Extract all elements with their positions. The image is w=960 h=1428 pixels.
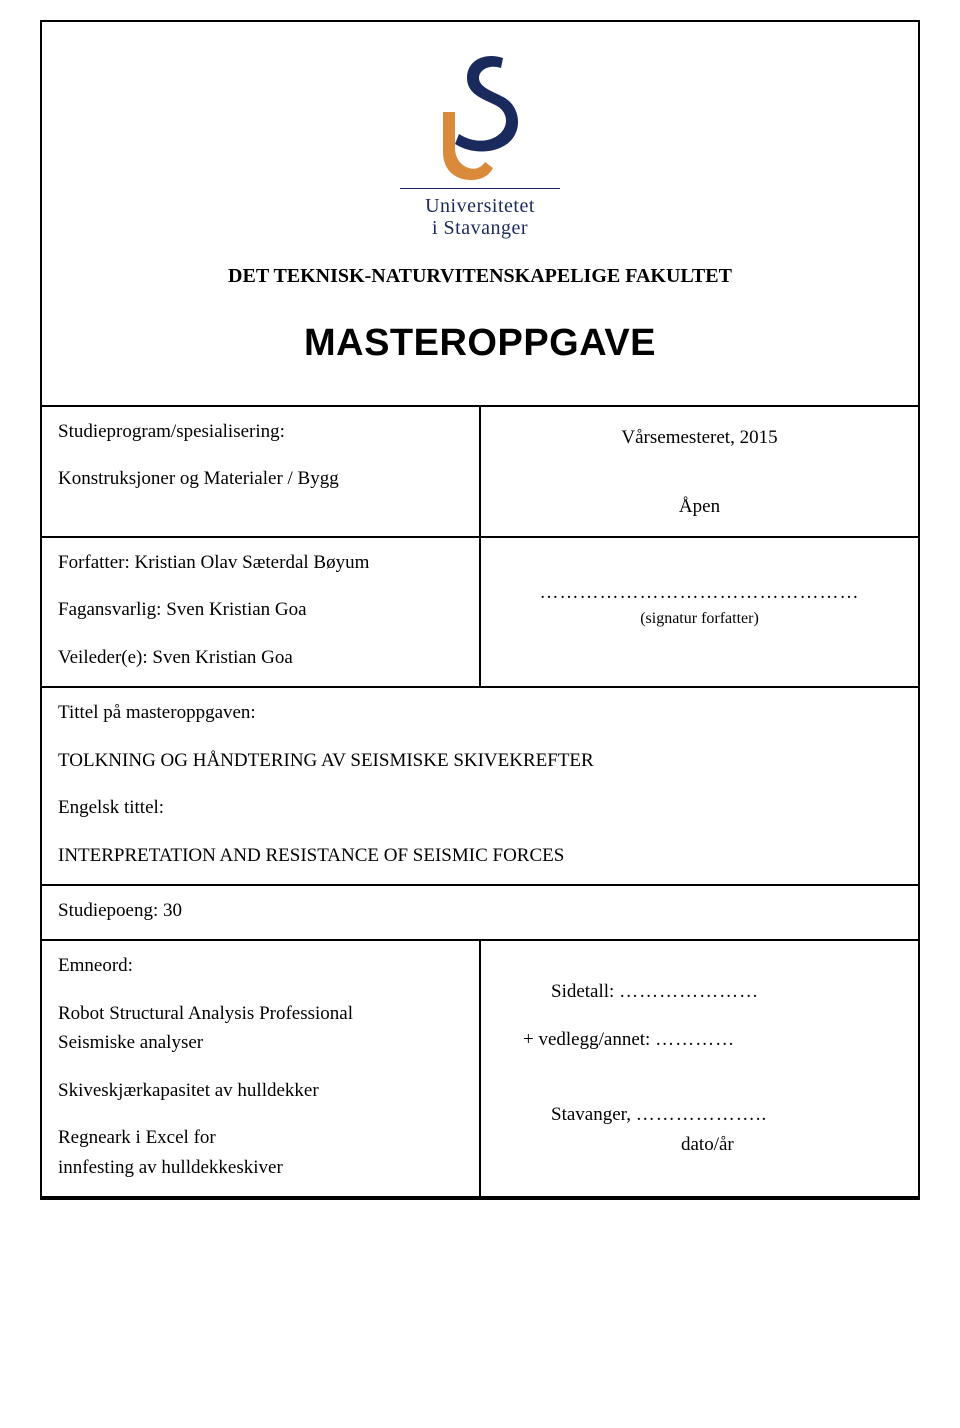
university-name-line1: Universitetet	[400, 195, 560, 217]
thesis-title-en: INTERPRETATION AND RESISTANCE OF SEISMIC…	[58, 841, 902, 870]
cell-people: Forfatter: Kristian Olav Sæterdal Bøyum …	[42, 537, 480, 687]
keywords-label: Emneord:	[58, 951, 463, 980]
cell-pages-place: Sidetall: ………………… + vedlegg/annet: ………… …	[480, 940, 918, 1197]
keyword-2: Seismiske analyser	[58, 1028, 463, 1057]
university-name-line2: i Stavanger	[400, 217, 560, 239]
place-label: Stavanger,	[551, 1104, 631, 1125]
keyword-4b: innfesting av hulldekkeskiver	[58, 1153, 463, 1182]
logo-divider	[400, 188, 560, 189]
place-line: Stavanger, ………………..	[511, 1100, 902, 1129]
page-frame: Universitetet i Stavanger DET TEKNISK-NA…	[40, 20, 920, 1200]
author-label: Forfatter:	[58, 552, 130, 573]
supervisor-name: Sven Kristian Goa	[152, 647, 292, 668]
keyword-1: Robot Structural Analysis Professional	[58, 999, 463, 1028]
credits-value: Studiepoeng: 30	[58, 900, 182, 921]
header-block: Universitetet i Stavanger DET TEKNISK-NA…	[42, 22, 918, 405]
place-dots: ………………..	[636, 1104, 768, 1125]
keyword-4a: Regneark i Excel for	[58, 1123, 463, 1152]
us-logo-icon	[425, 52, 535, 182]
pages-dots: …………………	[619, 981, 759, 1002]
author-name: Kristian Olav Sæterdal Bøyum	[135, 552, 370, 573]
thesis-title-no: TOLKNING OG HÅNDTERING AV SEISMISKE SKIV…	[58, 746, 902, 775]
date-label: dato/år	[511, 1130, 902, 1159]
supervisor-label: Veileder(e):	[58, 647, 148, 668]
signature-label: (signatur forfatter)	[497, 607, 902, 632]
programme-value: Konstruksjoner og Materialer / Bygg	[58, 464, 463, 493]
document-main-title: MASTEROPPGAVE	[62, 322, 898, 365]
faculty-name: DET TEKNISK-NATURVITENSKAPELIGE FAKULTET	[62, 265, 898, 288]
attach-dots: …………	[655, 1029, 735, 1050]
info-table: Studieprogram/spesialisering: Konstruksj…	[42, 405, 918, 1198]
keyword-3: Skiveskjærkapasitet av hulldekker	[58, 1076, 463, 1105]
cell-semester: Vårsemesteret, 2015 Åpen	[480, 406, 918, 537]
english-title-label: Engelsk tittel:	[58, 793, 902, 822]
thesis-title-label: Tittel på masteroppgaven:	[58, 698, 902, 727]
pages-line: Sidetall: …………………	[511, 977, 902, 1006]
cell-keywords: Emneord: Robot Structural Analysis Profe…	[42, 940, 480, 1197]
cell-titles: Tittel på masteroppgaven: TOLKNING OG HÅ…	[42, 687, 918, 885]
open-status: Åpen	[497, 492, 902, 521]
cell-programme: Studieprogram/spesialisering: Konstruksj…	[42, 406, 480, 537]
responsible-label: Fagansvarlig:	[58, 599, 161, 620]
attach-label: + vedlegg/annet:	[523, 1029, 650, 1050]
cell-signature: ………………………………………… (signatur forfatter)	[480, 537, 918, 687]
attach-line: + vedlegg/annet: …………	[511, 1025, 902, 1054]
university-logo: Universitetet i Stavanger	[400, 52, 560, 239]
semester-value: Vårsemesteret, 2015	[497, 423, 902, 452]
responsible-name: Sven Kristian Goa	[166, 599, 306, 620]
signature-line: …………………………………………	[497, 578, 902, 607]
cell-credits: Studiepoeng: 30	[42, 885, 918, 940]
pages-label: Sidetall:	[551, 981, 614, 1002]
programme-label: Studieprogram/spesialisering:	[58, 417, 463, 446]
